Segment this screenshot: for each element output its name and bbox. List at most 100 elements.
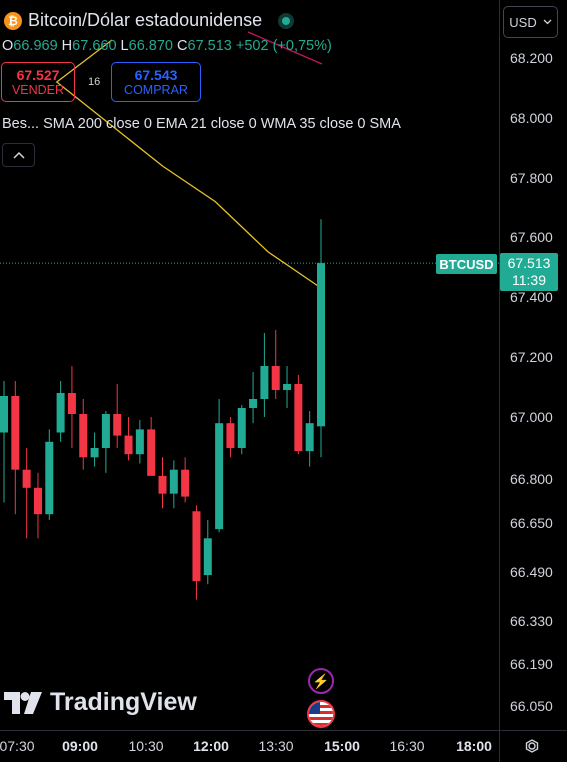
candle-body [169, 469, 178, 494]
candle [294, 375, 303, 455]
candle-body [317, 263, 325, 427]
moving-average-line-secondary [247, 31, 323, 65]
sell-button[interactable]: 67.527 VENDER [1, 62, 75, 102]
candle [226, 417, 235, 458]
price-tick-label: 67.200 [510, 349, 553, 365]
settings-gear-icon[interactable] [522, 736, 542, 756]
candle-body [294, 384, 303, 452]
chart-legend: ₿ Bitcoin/Dólar estadounidense O66.969 H… [0, 0, 500, 170]
candle [11, 381, 20, 515]
high-label: H [61, 38, 73, 54]
tradingview-logo[interactable]: TradingView [4, 688, 197, 717]
us-flag-icon [309, 702, 333, 726]
sell-label: VENDER [11, 83, 65, 97]
candle [0, 381, 8, 503]
candle [67, 366, 76, 448]
price-tick-label: 68.000 [510, 110, 553, 126]
candle [22, 448, 31, 539]
spread-value: 16 [88, 76, 101, 88]
time-tick-label: 16:30 [389, 738, 425, 754]
candle-body [215, 423, 224, 530]
candle-body [158, 475, 167, 494]
candle [271, 330, 280, 399]
change-value: +502 (+0,75%) [235, 38, 332, 54]
candle-body [33, 487, 42, 515]
candle-body [113, 414, 122, 436]
candlesticks [0, 219, 325, 600]
moving-average-line [55, 39, 322, 289]
candle-body [22, 469, 31, 488]
close-label: C [177, 38, 188, 54]
candle-body [67, 393, 76, 414]
chevron-up-icon [12, 151, 25, 159]
high-value: 67.660 [72, 38, 117, 54]
price-tick-label: 66.490 [510, 564, 553, 580]
tradingview-logo-icon [4, 691, 42, 714]
lightning-icon: ⚡ [312, 672, 330, 689]
candle [317, 219, 325, 458]
candle-body [283, 384, 292, 390]
time-tick-label: 10:30 [128, 738, 164, 754]
buy-price: 67.543 [134, 67, 178, 83]
last-price-value: 67.513 [507, 255, 551, 271]
close-value: 67.513 [187, 38, 232, 54]
candle-body [135, 429, 144, 455]
open-value: 66.969 [13, 38, 58, 54]
open-label: O [2, 38, 14, 54]
candle-body [79, 414, 88, 458]
candle [237, 405, 246, 455]
candle [260, 333, 269, 417]
last-price-tag: 67.513 11:39 [500, 253, 558, 291]
time-tick-label: 15:00 [324, 738, 360, 754]
price-tick-label: 67.000 [510, 409, 553, 425]
tradingview-wordmark: TradingView [50, 688, 197, 716]
candle-body [56, 393, 65, 433]
price-tick-label: 68.200 [510, 50, 553, 66]
market-open-indicator-icon [278, 12, 295, 29]
collapse-legend-button[interactable] [2, 143, 35, 167]
buy-button[interactable]: 67.543 COMPRAR [111, 62, 201, 102]
candle-body [260, 366, 269, 399]
price-tick-label: 66.190 [510, 656, 553, 672]
time-tick-label: 12:00 [193, 738, 229, 754]
price-tick-label: 66.050 [510, 698, 553, 714]
chevron-down-icon [543, 19, 552, 25]
symbol-price-tag: BTCUSD [436, 254, 497, 274]
candle [249, 372, 258, 424]
candle [101, 411, 110, 473]
candle-body [90, 448, 99, 458]
candle [124, 417, 133, 461]
price-tick-label: 67.600 [510, 229, 553, 245]
candle-countdown: 11:39 [512, 272, 546, 288]
price-tick-label: 66.650 [510, 515, 553, 531]
candle-body [11, 396, 20, 470]
time-tick-label: 13:30 [258, 738, 294, 754]
candle [113, 384, 122, 448]
candle [158, 457, 167, 509]
currency-selector[interactable]: USD [503, 6, 558, 38]
candle [192, 505, 201, 600]
candle [56, 381, 65, 442]
symbol-title[interactable]: Bitcoin/Dólar estadounidense [28, 10, 263, 30]
candle [45, 429, 54, 521]
candle [181, 457, 190, 503]
candle [203, 520, 212, 585]
candle [169, 460, 178, 509]
candle-body [101, 414, 110, 448]
candle-body [305, 423, 314, 452]
time-axis-divider [0, 730, 567, 731]
candle [90, 432, 99, 467]
candle-body [203, 538, 212, 576]
candle [305, 411, 314, 467]
price-tick-label: 66.800 [510, 471, 553, 487]
event-marker-us-flag[interactable] [307, 700, 335, 728]
candle-body [124, 435, 133, 455]
candle [33, 472, 42, 539]
symbol-title-row[interactable]: ₿ Bitcoin/Dólar estadounidense [4, 10, 295, 31]
candle-body [147, 429, 156, 476]
event-marker-flash[interactable]: ⚡ [308, 668, 334, 694]
candle [79, 399, 88, 470]
candle-body [226, 423, 235, 448]
indicators-legend[interactable]: Bes... SMA 200 close 0 EMA 21 close 0 WM… [2, 116, 401, 132]
